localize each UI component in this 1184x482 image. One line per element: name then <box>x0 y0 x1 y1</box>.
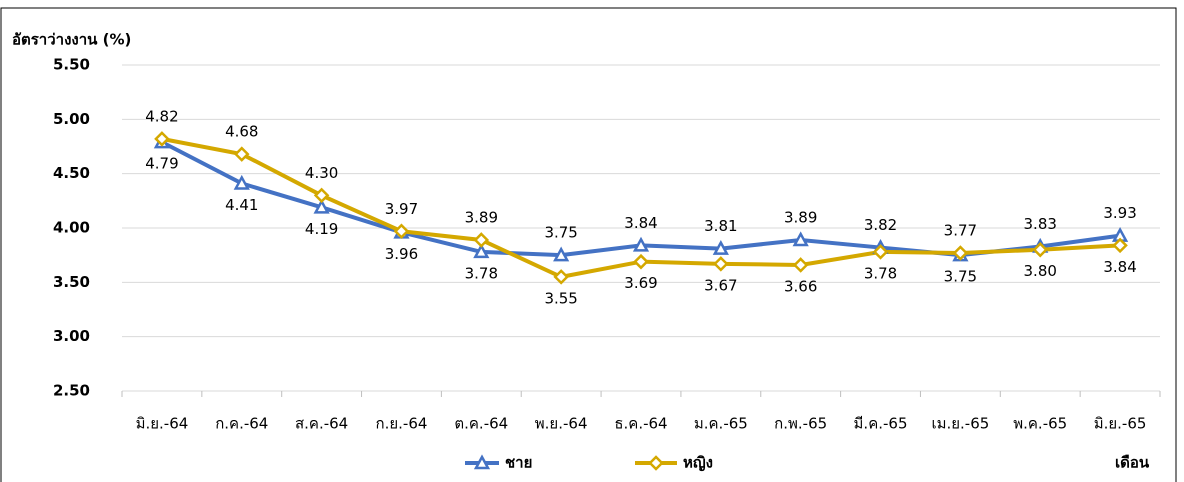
x-tick-label: ส.ค.-64 <box>295 415 348 433</box>
x-tick-label: ม.ค.-65 <box>694 415 748 433</box>
marker <box>952 245 969 261</box>
data-label: 4.30 <box>305 164 338 182</box>
x-tick-label: ก.พ.-65 <box>774 415 827 433</box>
marker <box>233 174 250 190</box>
x-tick-label: เม.ย.-65 <box>931 415 989 433</box>
data-label: 4.68 <box>225 123 258 141</box>
marker <box>712 240 729 255</box>
marker <box>633 253 649 270</box>
data-label: 3.84 <box>1103 258 1136 276</box>
data-label: 3.80 <box>1024 262 1057 280</box>
marker <box>1112 237 1128 254</box>
marker <box>313 198 330 214</box>
data-label: 3.93 <box>1103 204 1136 222</box>
data-label: 3.81 <box>704 217 737 235</box>
marker <box>713 256 729 272</box>
data-label: 3.75 <box>944 268 977 286</box>
y-tick-label: 5.50 <box>53 56 90 74</box>
x-tick-label: มิ.ย.-64 <box>136 415 189 433</box>
marker <box>154 131 170 147</box>
data-label: 3.82 <box>864 216 897 234</box>
x-tick-label: พ.ย.-64 <box>535 415 588 433</box>
data-label: 4.79 <box>145 155 178 173</box>
y-axis-label: อัตราว่างงาน (%) <box>12 31 131 49</box>
legend-label: หญิง <box>683 454 713 472</box>
data-label: 3.89 <box>465 208 498 226</box>
data-label: 3.97 <box>385 200 418 218</box>
x-tick-label: มิ.ย.-65 <box>1094 415 1147 433</box>
data-label: 4.41 <box>225 196 258 214</box>
y-tick-label: 3.00 <box>53 327 90 345</box>
data-label: 3.69 <box>624 274 657 292</box>
x-axis-label: เดือน <box>1115 454 1150 472</box>
data-label: 3.78 <box>864 264 897 282</box>
marker <box>473 243 490 259</box>
marker <box>648 455 664 471</box>
data-label: 3.78 <box>465 264 498 282</box>
data-label: 3.83 <box>1024 215 1057 233</box>
marker <box>473 232 490 248</box>
marker <box>393 223 410 240</box>
data-label: 3.84 <box>624 214 657 232</box>
y-tick-label: 4.00 <box>53 219 90 237</box>
data-label: 4.19 <box>305 220 338 238</box>
data-label: 4.82 <box>145 107 178 125</box>
data-label: 3.89 <box>784 208 817 226</box>
marker <box>313 187 330 204</box>
y-tick-label: 5.00 <box>53 110 90 128</box>
x-tick-label: ก.ย.-64 <box>376 415 428 433</box>
data-label: 3.67 <box>704 276 737 294</box>
legend-label: ชาย <box>505 454 532 472</box>
x-tick-label: ต.ค.-64 <box>454 415 508 433</box>
marker <box>553 246 570 262</box>
x-tick-label: ธ.ค.-64 <box>614 415 667 433</box>
y-tick-label: 4.50 <box>53 164 90 182</box>
marker <box>872 244 889 260</box>
data-label: 3.75 <box>544 224 577 242</box>
data-label: 3.55 <box>544 289 577 307</box>
marker <box>553 269 569 285</box>
marker <box>1032 241 1048 258</box>
marker <box>792 231 809 247</box>
frame <box>0 7 1177 482</box>
x-tick-label: พ.ค.-65 <box>1013 415 1067 433</box>
y-tick-label: 3.50 <box>53 273 90 291</box>
data-label: 3.66 <box>784 277 817 295</box>
x-tick-label: มี.ค.-65 <box>854 415 908 433</box>
data-label: 3.77 <box>944 221 977 239</box>
marker <box>234 146 250 162</box>
marker <box>632 236 650 252</box>
data-label: 3.96 <box>385 245 418 263</box>
y-tick-label: 2.50 <box>53 382 90 400</box>
marker <box>473 454 491 470</box>
marker <box>792 257 809 273</box>
x-tick-label: ก.ค.-64 <box>215 415 268 433</box>
